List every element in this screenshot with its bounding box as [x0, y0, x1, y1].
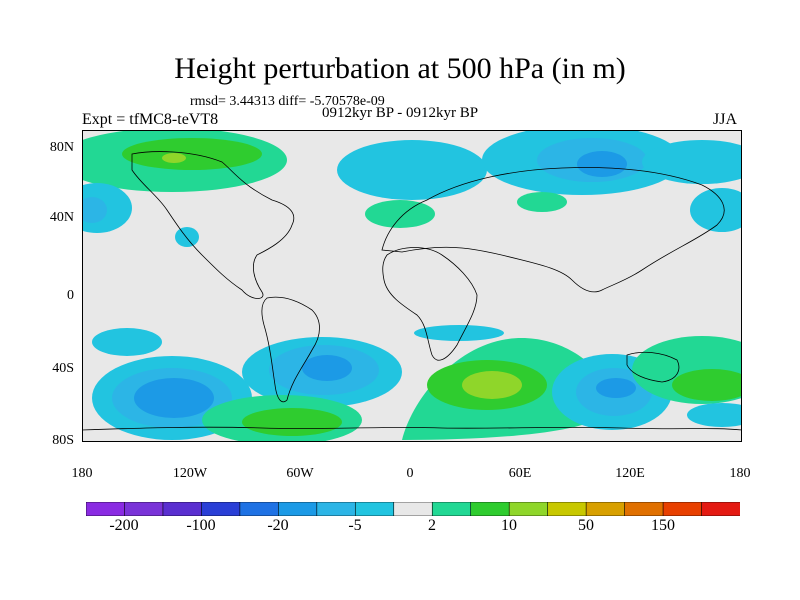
australia-outline — [626, 351, 680, 383]
period-label: 0912kyr BP - 0912kyr BP — [322, 105, 479, 121]
lon-label-60w: 60W — [286, 466, 314, 481]
colorbar-label-50: 50 — [578, 517, 594, 534]
lat-label-40n: 40N — [49, 210, 74, 225]
lon-label-120e: 120E — [615, 466, 645, 481]
colorbar-swatch — [701, 502, 740, 516]
colorbar-swatch — [393, 502, 434, 516]
colorbar-swatch — [86, 502, 126, 516]
colorbar-label-100-neg: -100 — [186, 517, 216, 534]
contour-tropics — [92, 325, 504, 356]
colorbar-swatch — [201, 502, 241, 516]
colorbar-swatch — [162, 502, 203, 516]
colorbar-label-2: 2 — [428, 517, 436, 534]
colorbar-swatch — [239, 502, 280, 516]
lon-label-0: 0 — [406, 466, 414, 481]
colorbar-label-5-neg: -5 — [348, 517, 362, 534]
colorbar-swatch — [547, 502, 587, 516]
lat-label-80s: 80S — [52, 433, 74, 448]
map-title: Height perturbation at 500 hPa (in m) — [174, 52, 626, 85]
antarctica-coast — [82, 426, 742, 431]
lat-label-40s: 40S — [52, 361, 74, 376]
experiment-label: Expt = tfMC8-teVT8 — [82, 111, 219, 128]
colorbar — [86, 502, 740, 516]
colorbar-swatch — [662, 502, 703, 516]
colorbar-label-10: 10 — [501, 517, 517, 534]
colorbar-swatch — [431, 502, 472, 516]
lon-label-120w: 120W — [172, 466, 208, 481]
lon-label-180w: 180 — [71, 466, 93, 481]
lon-label-60e: 60E — [508, 466, 532, 481]
contour-north — [82, 130, 742, 247]
colorbar-label-20-neg: -20 — [267, 517, 289, 534]
south-america-outline — [261, 296, 320, 403]
colorbar-swatch — [354, 502, 395, 516]
height-perturbation-map — [82, 130, 742, 442]
north-america-outline — [131, 151, 295, 299]
colorbar-swatch — [124, 502, 164, 516]
africa-outline — [382, 247, 478, 361]
colorbar-swatch — [278, 502, 318, 516]
lat-label-80n: 80N — [49, 140, 74, 155]
eurasia-outline — [381, 167, 725, 293]
colorbar-swatch — [316, 502, 357, 516]
colorbar-swatch — [470, 502, 510, 516]
contour-south — [92, 336, 742, 442]
lat-label-0: 0 — [67, 288, 74, 303]
colorbar-swatch — [585, 502, 626, 516]
coastlines — [82, 151, 742, 431]
colorbar-label-150: 150 — [651, 517, 675, 534]
colorbar-swatch — [508, 502, 549, 516]
season-label: JJA — [713, 111, 738, 128]
map-frame — [82, 130, 742, 442]
stats-line: rmsd= 3.44313 diff= -5.70578e-09 — [190, 94, 385, 109]
colorbar-swatch — [624, 502, 664, 516]
lon-label-180e: 180 — [729, 466, 751, 481]
colorbar-label-200-neg: -200 — [109, 517, 139, 534]
